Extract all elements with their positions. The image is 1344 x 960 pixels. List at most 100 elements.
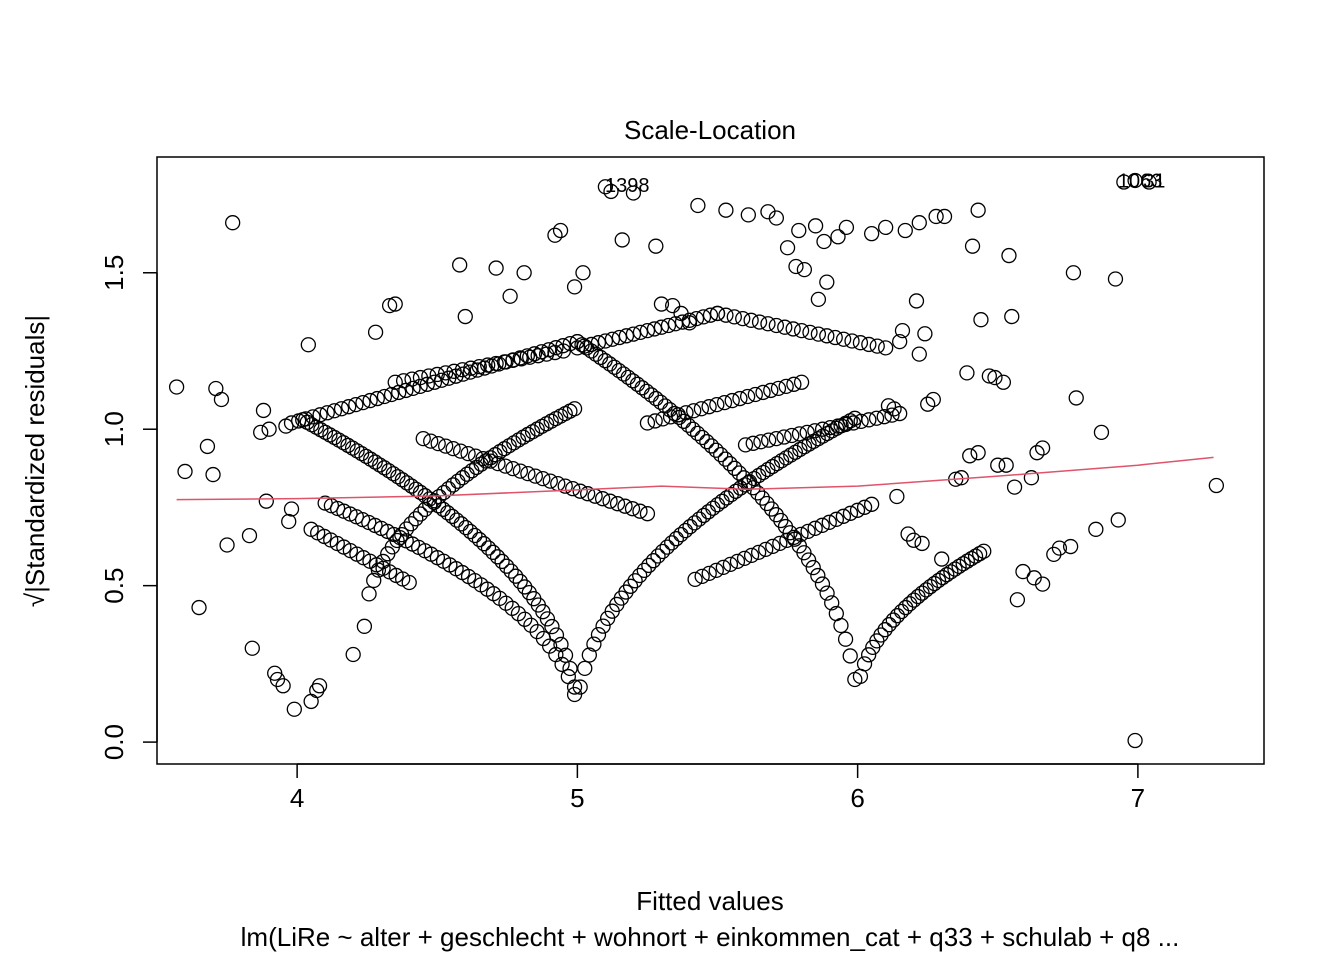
data-point <box>667 316 684 332</box>
data-point <box>788 258 804 275</box>
data-point <box>505 460 521 477</box>
data-point <box>348 396 364 413</box>
data-point <box>281 513 297 530</box>
data-point <box>735 310 751 327</box>
data-point <box>398 521 415 537</box>
data-point <box>639 506 656 522</box>
data-point <box>863 226 880 242</box>
data-point <box>807 218 824 234</box>
data-point <box>475 450 491 467</box>
data-point <box>363 451 379 467</box>
data-point <box>636 562 652 579</box>
data-point <box>695 309 712 325</box>
data-point <box>387 374 403 390</box>
data-point <box>566 279 583 295</box>
data-point <box>750 485 766 501</box>
data-point <box>452 257 468 273</box>
data-point <box>353 445 370 462</box>
data-point <box>502 288 518 304</box>
data-point <box>686 515 703 531</box>
data-point <box>892 333 908 350</box>
data-point <box>819 328 835 344</box>
data-point <box>557 647 574 663</box>
data-point <box>897 222 913 239</box>
data-point <box>926 575 943 592</box>
data-point <box>394 526 410 543</box>
data-point <box>595 618 611 634</box>
data-point <box>685 421 701 437</box>
data-point <box>670 407 686 423</box>
data-point <box>947 561 963 577</box>
data-point <box>1088 521 1104 537</box>
data-point <box>562 660 578 677</box>
data-point <box>755 464 771 481</box>
data-point <box>305 409 321 425</box>
data-point <box>460 445 476 462</box>
data-point <box>1006 479 1023 495</box>
data-point <box>609 496 626 512</box>
data-point <box>976 543 992 559</box>
data-point <box>713 446 729 463</box>
data-point <box>1208 477 1225 494</box>
data-point <box>1004 308 1020 325</box>
data-point <box>415 430 431 447</box>
data-point <box>750 544 767 561</box>
data-point <box>664 535 680 551</box>
data-point <box>512 573 528 590</box>
data-point <box>480 540 497 556</box>
data-point <box>435 501 451 517</box>
data-point <box>641 557 657 574</box>
data-point <box>793 374 810 390</box>
data-point <box>1034 576 1051 592</box>
data-point <box>793 323 810 339</box>
data-point <box>751 314 768 330</box>
data-point <box>208 380 224 397</box>
data-point <box>449 512 465 528</box>
data-point <box>800 523 816 539</box>
data-point <box>827 329 843 346</box>
data-point <box>553 636 569 653</box>
data-point <box>650 548 666 564</box>
data-point <box>786 376 802 392</box>
data-point <box>555 343 572 359</box>
x-tick-label: 4 <box>290 783 304 813</box>
data-point <box>838 219 855 236</box>
data-point <box>629 376 646 392</box>
data-point <box>586 636 602 652</box>
data-point <box>755 384 771 401</box>
data-point <box>1093 424 1110 440</box>
data-point <box>335 435 352 451</box>
data-point <box>900 526 916 542</box>
data-point <box>690 197 706 214</box>
data-point <box>648 390 664 407</box>
data-point <box>341 399 357 415</box>
data-point <box>934 551 950 567</box>
data-point <box>914 535 930 552</box>
data-point <box>779 532 795 548</box>
data-point <box>830 418 846 434</box>
data-point <box>835 331 852 347</box>
data-point <box>810 567 826 584</box>
data-point <box>754 490 770 506</box>
data-point <box>421 368 437 384</box>
data-point <box>594 491 611 507</box>
data-point <box>694 429 710 446</box>
data-point <box>653 296 670 312</box>
data-point <box>1107 271 1124 287</box>
data-point <box>395 373 412 389</box>
data-point <box>885 612 901 628</box>
data-point <box>440 481 457 497</box>
data-point <box>565 481 581 497</box>
residual-points <box>168 172 1225 749</box>
data-point <box>510 432 527 448</box>
data-point <box>253 424 269 440</box>
data-point <box>515 429 531 445</box>
data-point <box>1001 247 1017 264</box>
data-point <box>552 222 569 239</box>
data-point <box>622 578 639 594</box>
data-point <box>383 386 400 403</box>
data-point <box>367 454 383 470</box>
data-point <box>632 567 648 584</box>
data-point <box>906 592 922 608</box>
data-point <box>778 378 794 394</box>
